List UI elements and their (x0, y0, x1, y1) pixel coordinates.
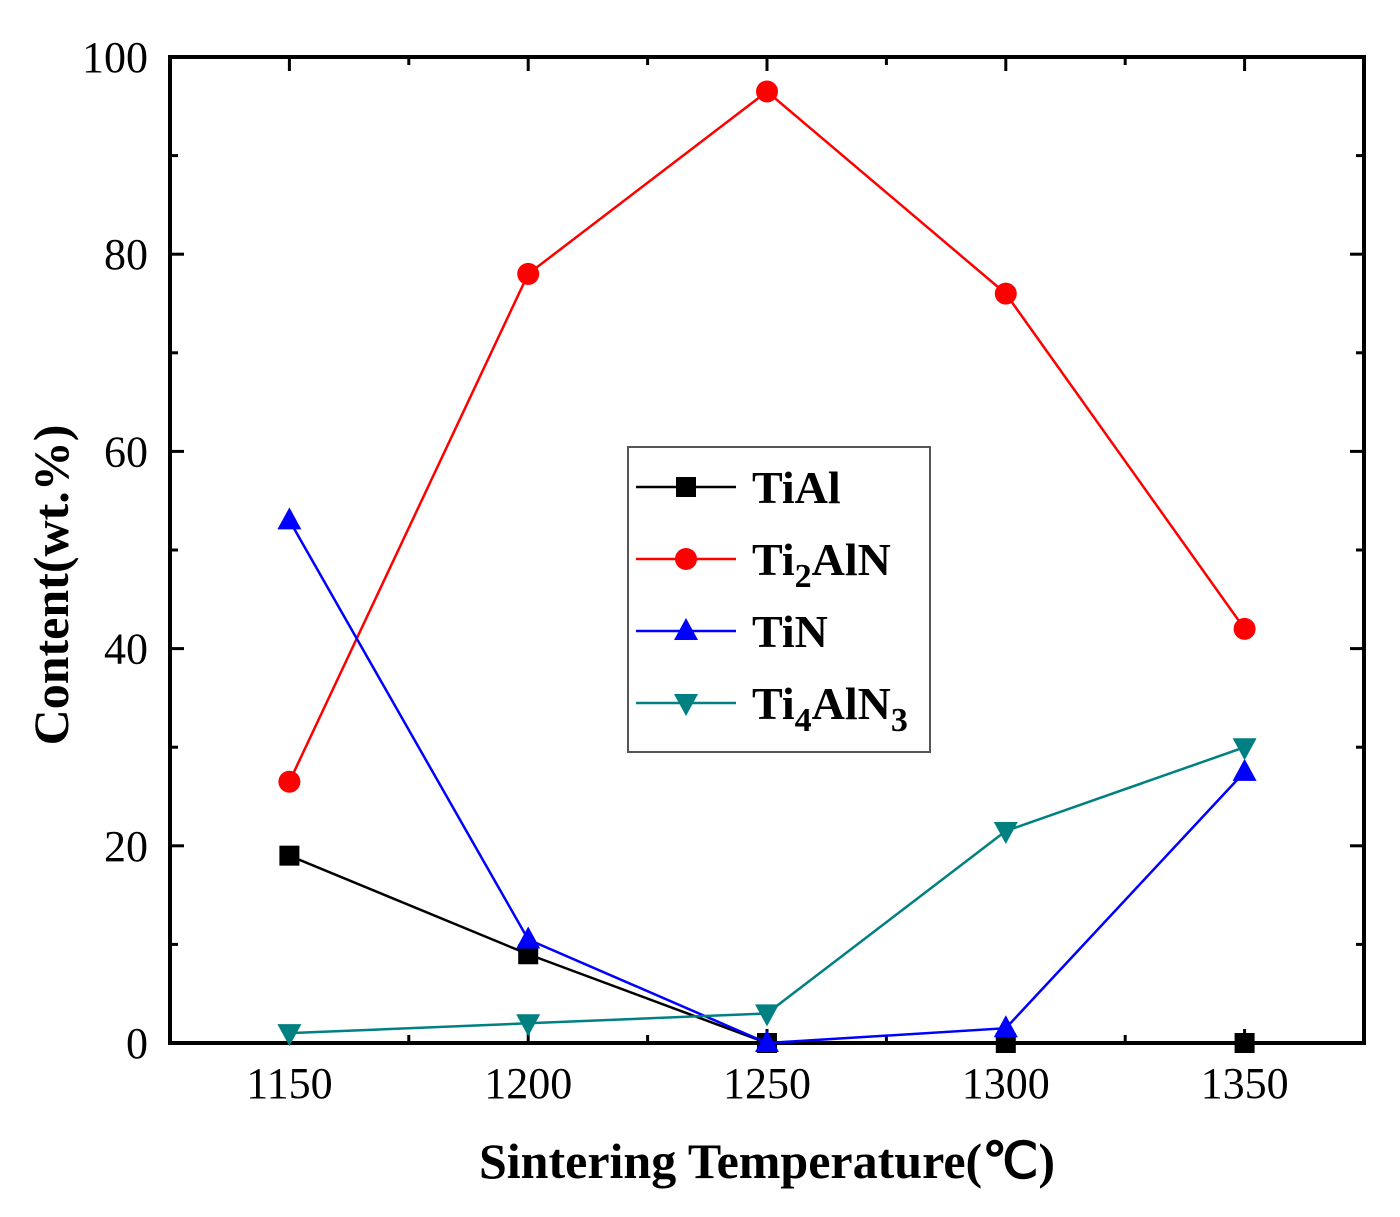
legend-item-ti4aln3: Ti4AlN3 (636, 678, 908, 739)
x-tick-label: 1200 (484, 1059, 572, 1108)
legend-item-ti2aln: Ti2AlN (636, 534, 891, 595)
data-point-tial (279, 845, 300, 866)
y-tick-label: 80 (104, 230, 148, 279)
data-point-tin (993, 1015, 1018, 1038)
legend-label-subscript: 2 (795, 558, 812, 595)
legend-label-part: AlN (812, 534, 891, 585)
legend-label-part: Ti (752, 534, 795, 585)
data-point-tin (277, 507, 302, 530)
legend-label-part: TiAl (752, 462, 841, 513)
data-point-tin (755, 1030, 779, 1052)
legend-label: TiAl (752, 462, 841, 513)
legend-label-subscript: 4 (795, 702, 812, 739)
x-tick-label: 1250 (723, 1059, 811, 1108)
data-point-ti2aln (756, 80, 778, 103)
legend-label-part: TiN (752, 606, 828, 657)
data-point-tin (516, 926, 541, 949)
data-point-ti4aln3 (277, 1024, 302, 1047)
series-layer (277, 80, 1257, 1053)
series-ti2aln (278, 80, 1256, 793)
data-point-ti4aln3 (516, 1014, 541, 1037)
series-line-ti4aln3 (289, 746, 1246, 1035)
data-point-ti4aln3 (1232, 738, 1257, 761)
data-point-tial (995, 1033, 1016, 1053)
y-tick-label: 20 (104, 822, 148, 871)
legend-swatch-marker (674, 618, 698, 640)
data-point-ti2aln (278, 770, 301, 793)
data-point-ti4aln3 (755, 1004, 779, 1027)
legend-label-subscript: 3 (891, 702, 908, 739)
legend-label-part: Ti (752, 678, 795, 729)
legend-label: TiN (752, 606, 828, 657)
series-tin (277, 507, 1257, 1052)
legend-swatch-marker (675, 548, 697, 570)
data-point-ti2aln (994, 282, 1017, 305)
data-point-ti2aln (517, 262, 540, 285)
data-point-ti2aln (1233, 617, 1256, 640)
y-axis-title: Content(wt.%) (23, 425, 79, 746)
y-tick-label: 100 (82, 33, 148, 82)
legend-item-tin: TiN (636, 606, 828, 657)
x-tick-label: 1350 (1201, 1059, 1289, 1108)
data-point-tial (1234, 1033, 1255, 1053)
x-tick-label: 1150 (246, 1059, 332, 1108)
data-point-ti4aln3 (993, 822, 1018, 845)
y-tick-label: 60 (104, 427, 148, 476)
legend-swatch-marker (676, 477, 696, 497)
legend-swatch-marker (674, 694, 698, 716)
data-point-tin (1232, 758, 1257, 781)
legend-label: Ti4AlN3 (752, 678, 908, 739)
x-axis-title: Sintering Temperature(℃) (479, 1133, 1055, 1189)
legend-label-part: AlN (812, 678, 891, 729)
legend-item-tial: TiAl (636, 462, 841, 513)
x-tick-label: 1300 (962, 1059, 1050, 1108)
y-tick-label: 0 (126, 1019, 148, 1068)
data-point-tial (518, 944, 539, 965)
legend-label: Ti2AlN (752, 534, 891, 595)
series-ti4aln3 (277, 738, 1257, 1047)
y-tick-label: 40 (104, 625, 148, 674)
axes: 1150 1200 1250 1300 1350 0 20 40 60 80 100 (82, 33, 1366, 1108)
